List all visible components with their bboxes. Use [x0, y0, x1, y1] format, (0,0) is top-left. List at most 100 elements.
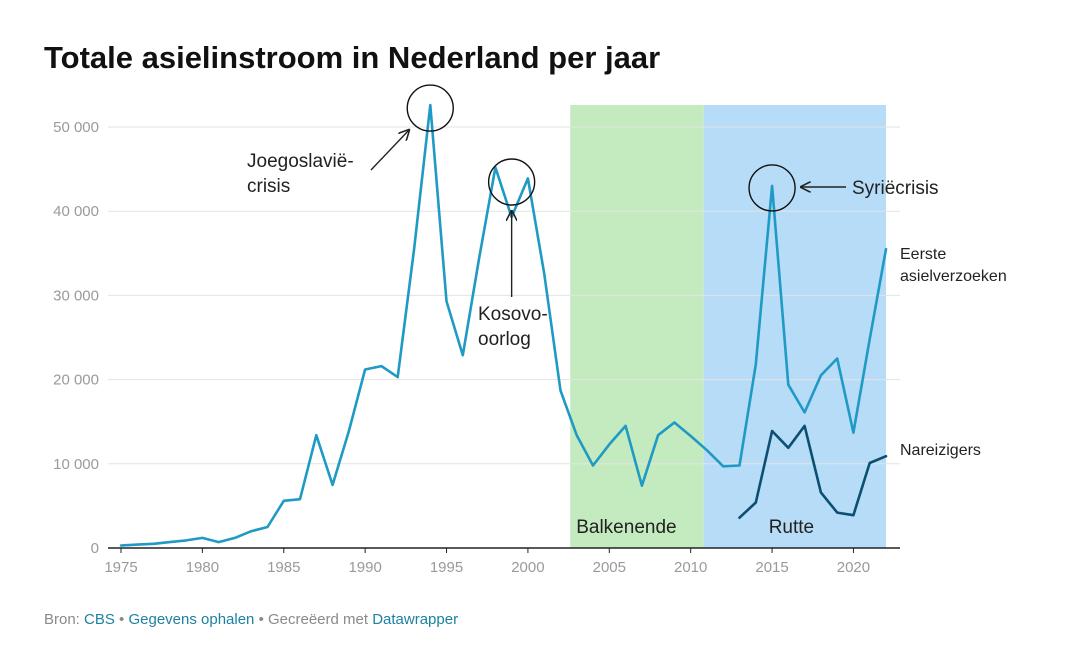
data-point-eerste-asielverzoeken: [835, 357, 839, 361]
data-point-eerste-asielverzoeken: [786, 383, 790, 387]
data-point-eerste-asielverzoeken: [575, 433, 579, 437]
data-point-eerste-asielverzoeken: [672, 421, 676, 425]
chart-footer: Bron: CBS • Gegevens ophalen • Gecreëerd…: [44, 611, 458, 628]
data-point-eerste-asielverzoeken: [591, 463, 595, 467]
source-prefix: Bron:: [44, 611, 85, 628]
government-bands: Balkenende Rutte: [570, 105, 886, 548]
data-point-eerste-asielverzoeken: [738, 463, 742, 467]
annotations: Joegoslavië-crisis Kosovo-oorlog Syriëcris…: [247, 84, 939, 350]
x-tick-label: 2000: [511, 559, 544, 576]
data-point-eerste-asielverzoeken: [526, 176, 530, 180]
x-tick-label: 2015: [755, 559, 788, 576]
annotation-text-syrie: Syriëcrisis: [852, 178, 939, 199]
data-point-eerste-asielverzoeken: [379, 364, 383, 368]
data-point-nareizigers: [851, 513, 855, 517]
data-point-eerste-asielverzoeken: [331, 483, 335, 487]
series-label-eerste-asielverzoeken: asielverzoeken: [900, 268, 1007, 285]
y-tick-label: 20 000: [53, 372, 99, 389]
y-tick-label: 40 000: [53, 203, 99, 220]
y-tick-label: 10 000: [53, 456, 99, 473]
data-point-eerste-asielverzoeken: [217, 540, 221, 544]
y-tick-label: 0: [91, 540, 99, 557]
annotation-circle-syrie: [748, 164, 796, 212]
data-point-eerste-asielverzoeken: [819, 373, 823, 377]
annotation-text-joegoslavie: Joegoslavië-: [247, 151, 354, 172]
x-tick-label: 2020: [837, 559, 870, 576]
data-point-eerste-asielverzoeken: [770, 184, 774, 188]
data-point-nareizigers: [819, 490, 823, 494]
data-point-nareizigers: [884, 454, 888, 458]
y-tick-label: 30 000: [53, 287, 99, 304]
data-point-eerste-asielverzoeken: [265, 525, 269, 529]
band-balkenende: [570, 105, 704, 548]
x-axis: 1975 1980 1985 1990 1995 2000 2005 2010 2015 2020: [104, 547, 900, 576]
series-lines: [119, 103, 888, 547]
x-tick-label: 1980: [186, 559, 219, 576]
annotation-arrow-joegoslavie: [370, 130, 409, 171]
data-point-eerste-asielverzoeken: [477, 256, 481, 260]
series-line-nareizigers: [738, 424, 888, 520]
created-with-text: • Gecreëerd met: [254, 611, 373, 628]
annotation-text-kosovo: oorlog: [478, 329, 531, 350]
band-rutte: [703, 105, 886, 548]
band-label-balkenende: Balkenende: [576, 517, 676, 538]
data-point-eerste-asielverzoeken: [347, 429, 351, 433]
data-point-eerste-asielverzoeken: [624, 424, 628, 428]
x-tick-label: 1975: [104, 559, 137, 576]
data-point-eerste-asielverzoeken: [851, 431, 855, 435]
data-point-eerste-asielverzoeken: [233, 536, 237, 540]
data-point-eerste-asielverzoeken: [282, 499, 286, 503]
series-label-nareizigers: Nareizigers: [900, 442, 981, 459]
data-point-eerste-asielverzoeken: [607, 442, 611, 446]
data-point-eerste-asielverzoeken: [656, 433, 660, 437]
data-point-eerste-asielverzoeken: [640, 484, 644, 488]
data-point-eerste-asielverzoeken: [363, 367, 367, 371]
data-point-eerste-asielverzoeken: [412, 248, 416, 252]
data-point-nareizigers: [786, 446, 790, 450]
annotation-text-joegoslavie: crisis: [247, 176, 290, 197]
y-tick-label: 50 000: [53, 119, 99, 136]
data-point-eerste-asielverzoeken: [754, 362, 758, 366]
data-point-eerste-asielverzoeken: [298, 497, 302, 501]
data-point-nareizigers: [835, 511, 839, 515]
data-point-eerste-asielverzoeken: [428, 103, 432, 107]
data-point-eerste-asielverzoeken: [200, 536, 204, 540]
data-point-nareizigers: [803, 424, 807, 428]
annotation-circle-joegoslavie: [406, 84, 454, 132]
grid-lines: 0 10 000 20 000 30 000 40 000 50 000: [53, 119, 900, 557]
data-point-eerste-asielverzoeken: [461, 353, 465, 357]
data-point-eerste-asielverzoeken: [445, 299, 449, 303]
data-point-eerste-asielverzoeken: [314, 433, 318, 437]
data-point-nareizigers: [868, 461, 872, 465]
x-tick-label: 1995: [430, 559, 463, 576]
series-line-eerste-asielverzoeken: [119, 103, 888, 547]
x-tick-label: 1985: [267, 559, 300, 576]
data-point-eerste-asielverzoeken: [249, 529, 253, 533]
data-point-eerste-asielverzoeken: [721, 464, 725, 468]
data-point-nareizigers: [738, 516, 742, 520]
series-labels: Eerste asielverzoeken Nareizigers: [900, 246, 1007, 459]
data-point-eerste-asielverzoeken: [542, 272, 546, 276]
data-point-eerste-asielverzoeken: [119, 543, 123, 547]
data-point-eerste-asielverzoeken: [868, 337, 872, 341]
x-tick-label: 2005: [593, 559, 626, 576]
data-point-eerste-asielverzoeken: [705, 448, 709, 452]
annotation-text-kosovo: Kosovo-: [478, 304, 548, 325]
data-point-eerste-asielverzoeken: [152, 542, 156, 546]
data-point-eerste-asielverzoeken: [689, 434, 693, 438]
series-label-eerste-asielverzoeken: Eerste: [900, 246, 946, 263]
data-point-nareizigers: [770, 429, 774, 433]
get-data-link[interactable]: Gegevens ophalen: [128, 611, 255, 628]
datawrapper-link[interactable]: Datawrapper: [372, 611, 459, 628]
chart-title: Totale asielinstroom in Nederland per ja…: [44, 40, 661, 75]
data-point-eerste-asielverzoeken: [884, 247, 888, 251]
source-link[interactable]: CBS: [84, 611, 115, 628]
data-point-eerste-asielverzoeken: [558, 389, 562, 393]
data-point-eerste-asielverzoeken: [168, 540, 172, 544]
data-point-eerste-asielverzoeken: [803, 410, 807, 414]
band-label-rutte: Rutte: [769, 517, 814, 538]
annotation-circle-kosovo: [487, 158, 536, 206]
data-point-eerste-asielverzoeken: [135, 543, 139, 547]
data-point-nareizigers: [754, 501, 758, 505]
